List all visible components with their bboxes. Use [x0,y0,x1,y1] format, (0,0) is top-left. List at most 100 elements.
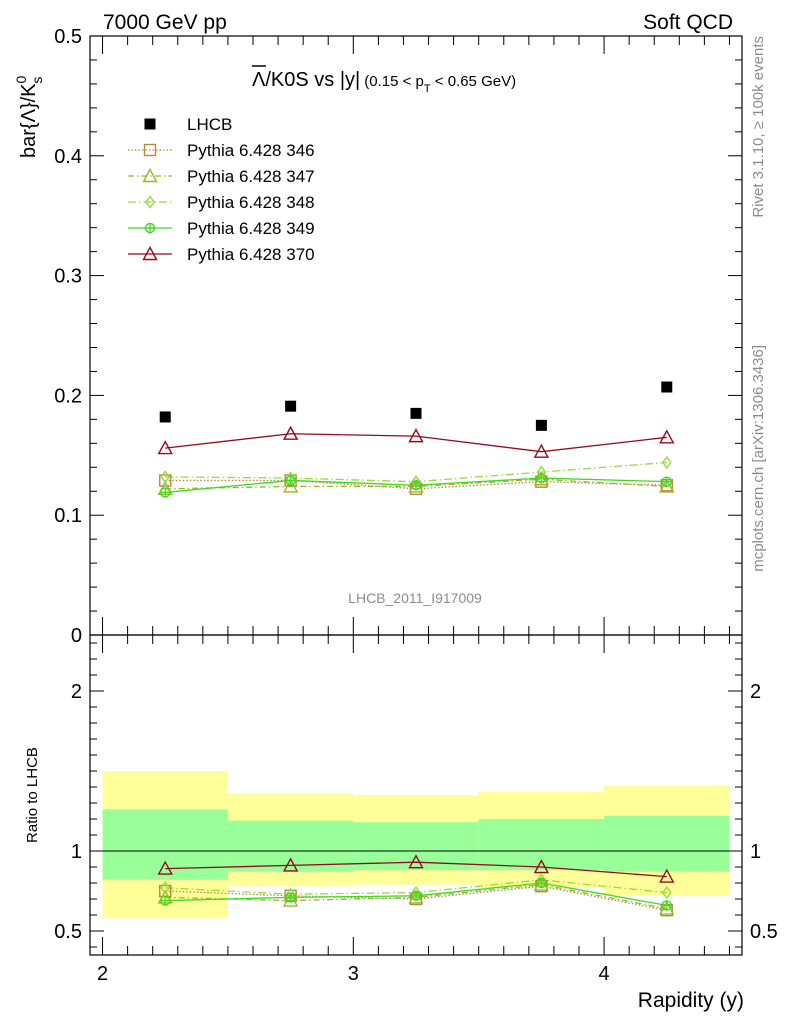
chart-title-rest: /K0S vs |y| [265,69,360,91]
series-3-point [410,480,422,491]
ratio-series-4-point [157,860,173,875]
data-point [661,381,673,393]
ratio-y-axis-label: Ratio to LHCB [24,747,41,843]
chart-title-sub-prefix: (0.15 < p [364,73,424,90]
data-point [410,407,422,419]
legend-marker [145,195,155,209]
analysis-watermark: LHCB_2011_I917009 [348,590,482,606]
legend-item-series-4: Pythia 6.428 370 [128,245,315,264]
x-axis-label: Rapidity (y) [638,989,744,1012]
y-axis-label: bar{Λ}/K0s [13,75,45,158]
series-4-point [408,428,424,443]
chart-title-sub-subscript: T [424,83,431,95]
legend-label: Pythia 6.428 348 [187,193,315,212]
ratio-y-tick-label-right: 2 [750,681,761,703]
ratio-series-2-point [661,885,672,900]
ratio-series-4-point [533,859,550,874]
series-3-point [160,487,171,498]
ratio-series-3-point [285,892,296,903]
x-tick-label: 4 [599,963,610,985]
chart-title-sub-suffix: < 0.65 GeV) [431,73,516,90]
series-markers [157,381,675,917]
series-line-1 [165,478,667,490]
legend-label: LHCB [187,115,232,134]
ratio-series-4-point [659,868,675,883]
ratio-series-1-point [533,876,550,891]
series-4-point [659,429,675,444]
series-2-point [160,470,171,484]
y-tick-label: 0.1 [54,505,82,527]
x-tick-label: 3 [348,963,359,985]
data-point [159,411,171,423]
series-1-point [533,471,550,486]
ratio-series-4-point [282,857,299,872]
series-3-point [285,475,296,486]
legend-label: Pythia 6.428 370 [187,245,315,264]
y-tick-label: 0.4 [54,146,82,168]
ratio-series-3-point [410,890,422,901]
ratio-y-tick-label: 0.5 [54,921,82,943]
ratio-series-3-point [536,877,547,889]
ratio-series-line-4 [165,861,667,878]
rivet-label: Rivet 3.1.10, ≥ 100k events [750,36,767,218]
legend-label: Pythia 6.428 347 [187,167,315,186]
series-4-point [533,443,550,458]
ratio-series-2-point [160,881,171,895]
legend-marker [142,168,158,183]
legend-item-series-0: Pythia 6.428 346 [128,141,315,160]
series-3-point [536,472,547,484]
chart-title: Λ/K0S vs |y| (0.15 < pT < 0.65 GeV) [252,69,516,95]
y-tick-label: 0.3 [54,266,82,288]
data-point [535,419,547,431]
ratio-series-1-point [408,889,424,904]
series-1-point [282,478,299,493]
series-0-point [284,474,297,487]
ratio-y-tick-label-right: 0.5 [750,921,778,943]
header-left-label: 7000 GeV pp [103,11,227,34]
data-point [285,400,297,412]
ratio-series-3-point [160,895,171,906]
ratio-series-3-point [661,900,672,911]
legend-marker [143,143,157,157]
ratio-y-tick-label-right: 1 [750,841,761,863]
ratio-plot-frame [89,634,743,956]
legend-item-series-2: Pythia 6.428 348 [128,193,315,212]
header-right-label: Soft QCD [643,11,733,34]
y-axis-label-sup: 0 [13,75,29,83]
y-tick-label: 0 [71,625,82,647]
y-tick-label: 0.2 [54,385,82,407]
axis-ticks: 0 0.1 0.2 0.3 0.4 0.5 0.5 0.5 1 1 2 2 2 3 4 [54,26,778,985]
ratio-series-line-1 [165,883,667,910]
y-axis-label-sub: s [29,77,45,84]
ratio-y-tick-label: 2 [71,681,82,703]
legend-item-series-1: Pythia 6.428 347 [128,167,315,186]
plot-frames [89,35,743,956]
legend-data-marker [144,118,156,130]
series-line-4 [165,433,667,453]
legend-item-series-3: Pythia 6.428 349 [128,219,315,238]
series-0-point [159,474,172,487]
series-1-point [408,478,424,493]
legend-marker [142,246,158,261]
inner-band-4 [604,815,730,872]
legend-marker [144,222,156,234]
series-1-point [659,478,675,493]
legend-label: Pythia 6.428 346 [187,141,315,160]
chart-title-overline-part: Λ [252,69,266,91]
series-2-point [661,455,672,470]
inner-band-1 [227,820,354,872]
series-4-point [282,425,299,440]
legend: LHCB Pythia 6.428 346 Pythia 6.428 347 Pyth… [128,115,315,264]
legend-label: Pythia 6.428 349 [187,219,315,238]
inner-band-3 [478,819,605,871]
series-3-point [661,476,672,487]
x-tick-label: 2 [97,963,108,985]
ratio-series-4-point [408,854,424,869]
mcplots-label: mcplots.cern.ch [arXiv:1306.3436] [750,345,767,572]
ratio-y-tick-label: 1 [71,841,82,863]
inner-band-0 [102,809,228,880]
legend-item-data: LHCB [144,115,232,134]
series-4-point [157,440,173,455]
y-tick-label: 0.5 [54,26,82,48]
